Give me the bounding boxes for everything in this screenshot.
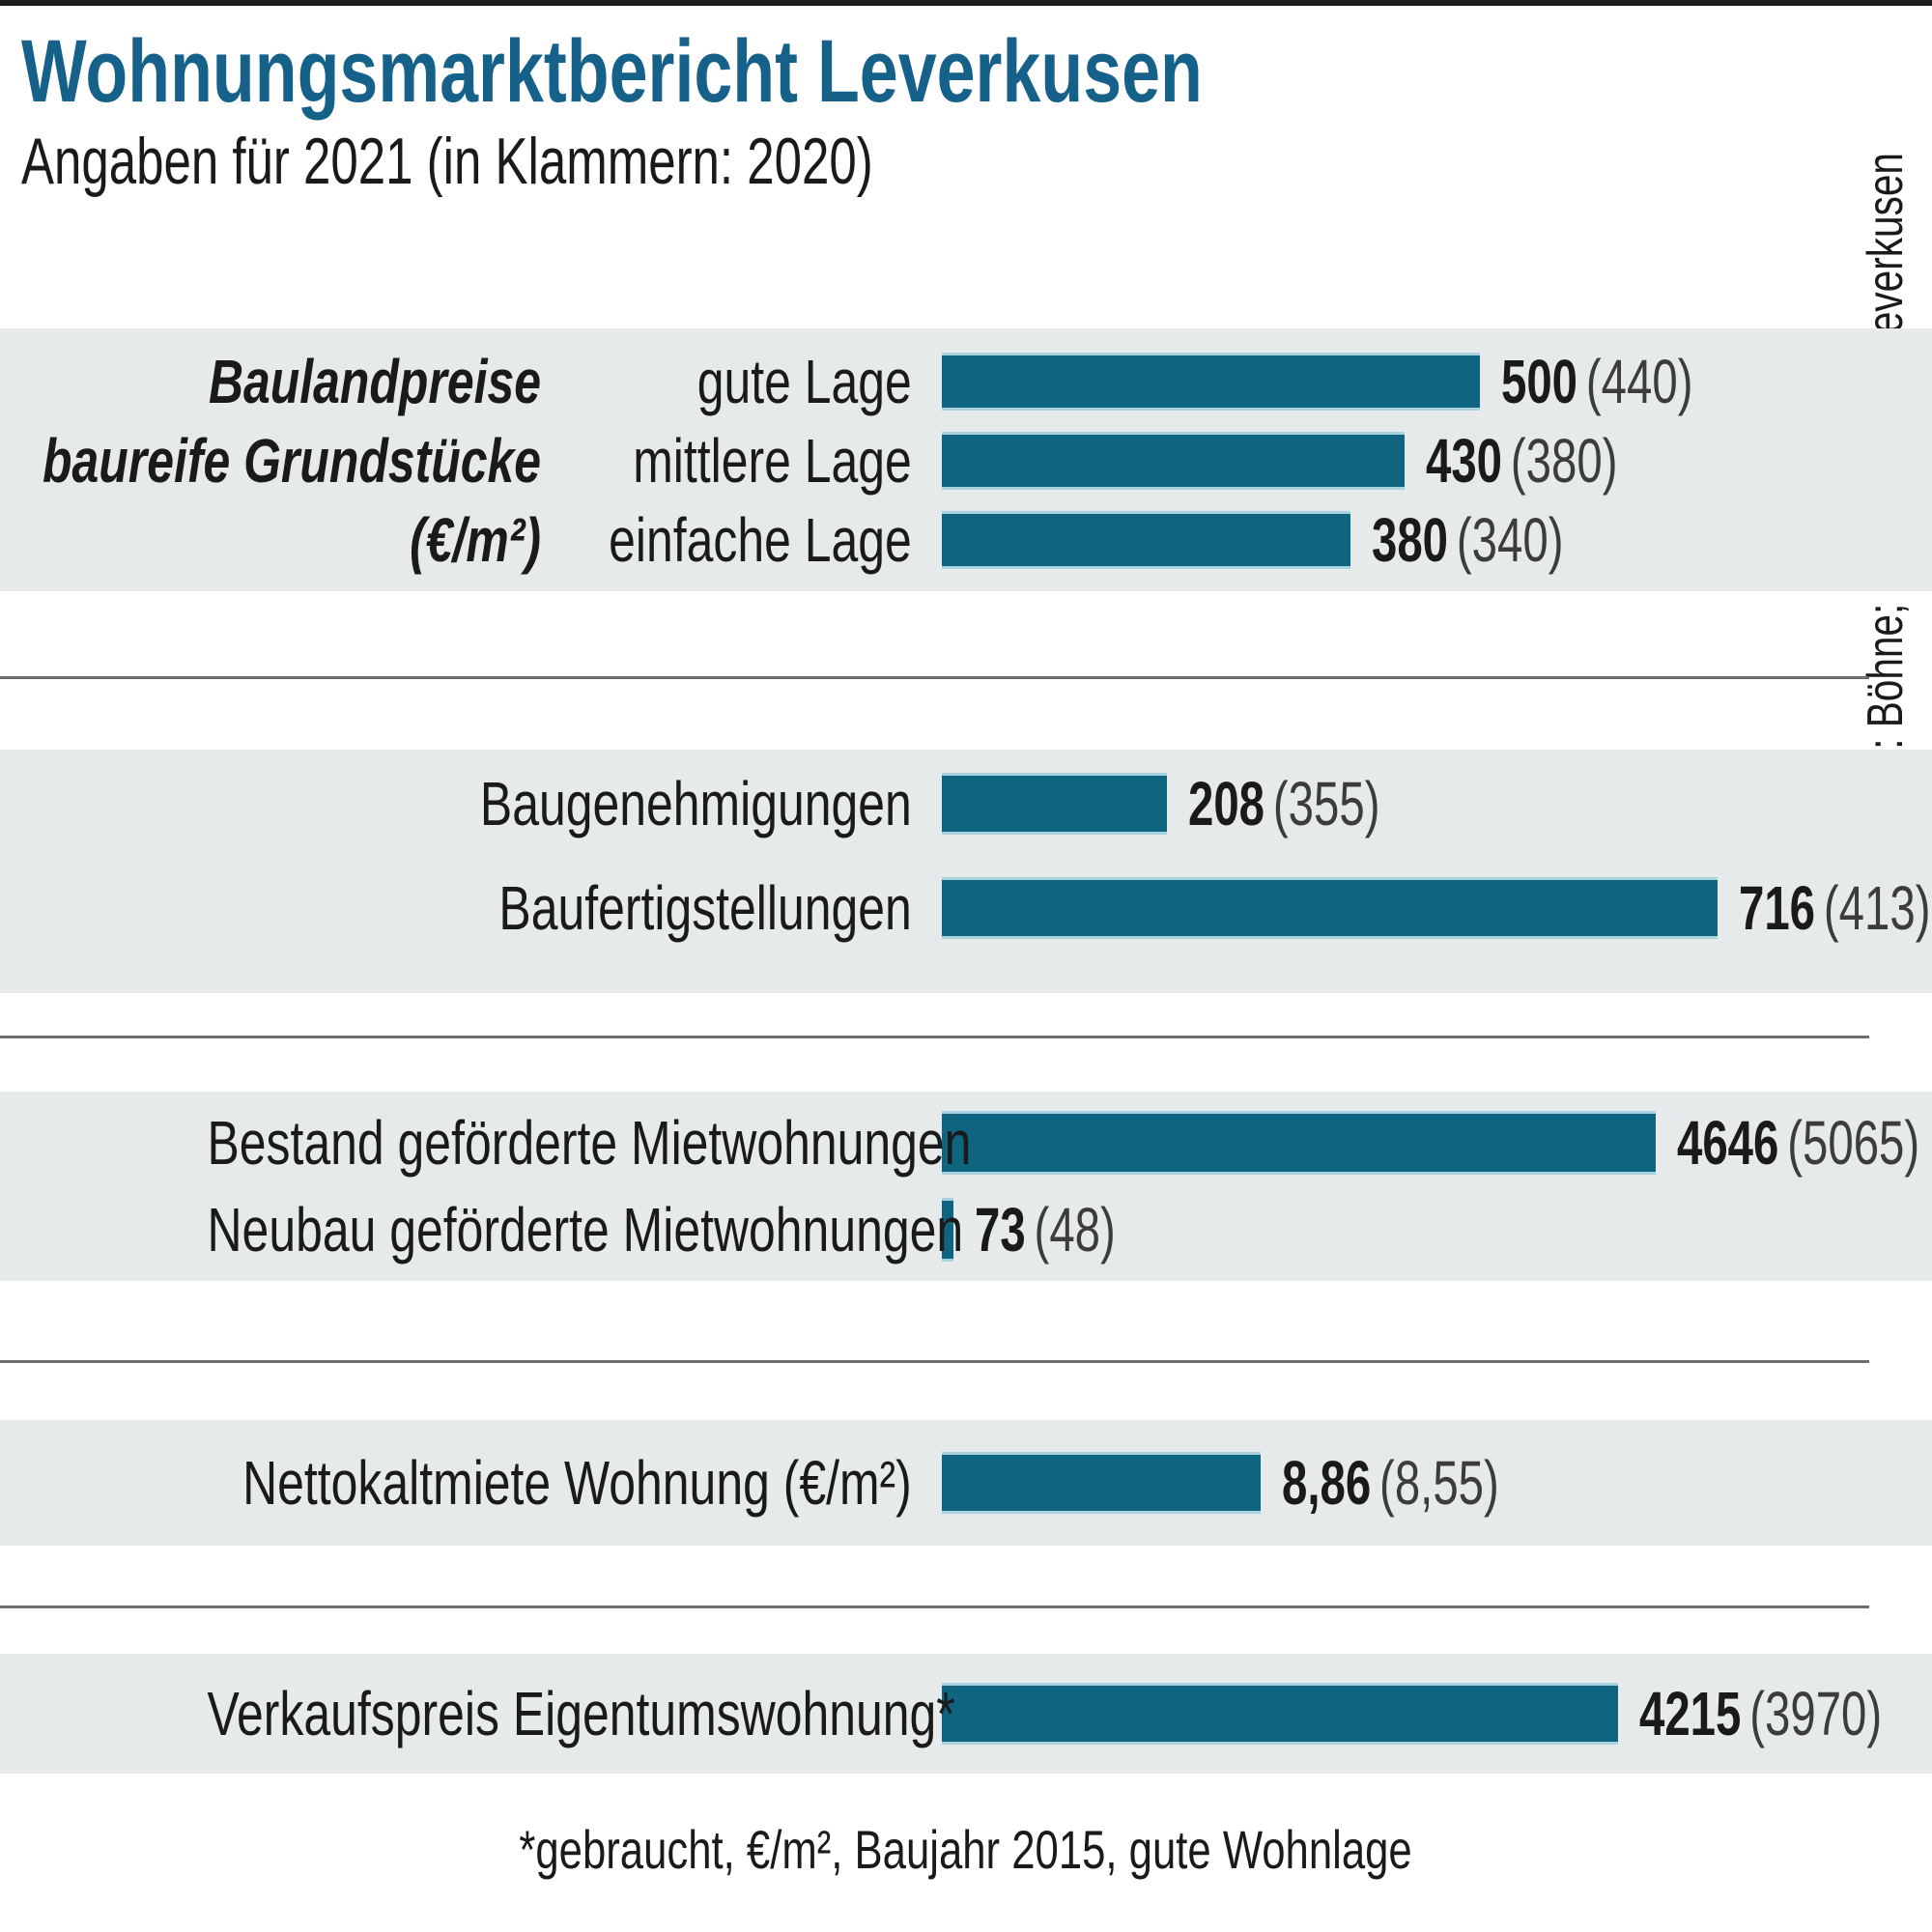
section-band-nettokaltmiete: Nettokaltmiete Wohnung (€/m²) 8,86 (8,55)	[0, 1420, 1932, 1546]
bar	[942, 511, 1350, 569]
value-previous: (3970)	[1749, 1679, 1883, 1748]
bar-row: Baufertigstellungen 716 (413)	[0, 873, 1932, 943]
bar-row: Nettokaltmiete Wohnung (€/m²) 8,86 (8,55)	[0, 1448, 1932, 1518]
section-band-mietwohnungen: Bestand geförderte Mietwohnungen 4646 (50…	[0, 1092, 1932, 1281]
value-current: 4215	[1639, 1679, 1742, 1748]
bar	[942, 1683, 1618, 1745]
value-previous: (5065)	[1787, 1108, 1920, 1178]
group-label-line: (€/m²)	[410, 505, 541, 575]
value-previous: (413)	[1823, 873, 1931, 943]
bar-row: mittlere Lage 430 (380)	[0, 426, 1932, 496]
bar	[942, 353, 1480, 411]
divider	[0, 1036, 1869, 1038]
divider	[0, 676, 1869, 679]
value-current: 716	[1739, 873, 1816, 943]
value-current: 73	[975, 1195, 1026, 1264]
group-label-line: baureife Grundstücke	[43, 426, 541, 496]
value-label: 4215 (3970)	[1639, 1678, 1882, 1749]
bar	[942, 1198, 953, 1262]
value-label: 4646 (5065)	[1677, 1107, 1919, 1179]
bar	[942, 1452, 1261, 1514]
value-label: 380 (340)	[1372, 504, 1563, 576]
bar-row: Neubau geförderte Mietwohnungen 73 (48)	[0, 1195, 1932, 1264]
value-label: 8,86 (8,55)	[1282, 1447, 1499, 1519]
value-previous: (355)	[1272, 769, 1380, 838]
bar-row: einfache Lage 380 (340)	[0, 505, 1932, 575]
bar	[942, 1111, 1656, 1175]
row-label: Bestand geförderte Mietwohnungen	[207, 1108, 972, 1178]
value-label: 73 (48)	[975, 1194, 1116, 1265]
value-label: 500 (440)	[1501, 346, 1692, 417]
bar-row: Baugenehmigungen 208 (355)	[0, 769, 1932, 838]
value-previous: (340)	[1456, 505, 1564, 575]
value-previous: (8,55)	[1379, 1448, 1499, 1518]
divider	[0, 1605, 1869, 1608]
value-current: 380	[1372, 505, 1449, 575]
footnote-text: *gebraucht, €/m², Baujahr 2015, gute Woh…	[519, 1818, 1413, 1880]
value-previous: (380)	[1510, 426, 1618, 496]
section-band-baugenehmigungen: Baugenehmigungen 208 (355) Baufertigstell…	[0, 750, 1932, 993]
footnote: *gebraucht, €/m², Baujahr 2015, gute Woh…	[0, 1818, 1932, 1880]
top-rule	[0, 0, 1932, 6]
value-current: 430	[1426, 426, 1503, 496]
value-label: 208 (355)	[1188, 768, 1379, 839]
bar	[942, 432, 1405, 490]
bar	[942, 773, 1167, 835]
bar	[942, 877, 1718, 939]
value-label: 716 (413)	[1739, 872, 1930, 944]
section-band-verkaufspreis: Verkaufspreis Eigentumswohnung* 4215 (397…	[0, 1654, 1932, 1774]
value-label: 430 (380)	[1426, 425, 1617, 497]
row-label: Nettokaltmiete Wohnung (€/m²)	[242, 1448, 912, 1518]
row-label: gute Lage	[696, 347, 912, 416]
value-current: 500	[1501, 347, 1578, 416]
row-label: einfache Lage	[609, 505, 912, 575]
value-current: 8,86	[1282, 1448, 1372, 1518]
value-current: 208	[1188, 769, 1265, 838]
divider	[0, 1360, 1869, 1363]
bar-row: Verkaufspreis Eigentumswohnung* 4215 (397…	[0, 1679, 1932, 1748]
row-label: Neubau geförderte Mietwohnungen	[207, 1195, 964, 1264]
value-previous: (48)	[1034, 1195, 1116, 1264]
row-label: Verkaufspreis Eigentumswohnung*	[207, 1679, 955, 1748]
row-label: mittlere Lage	[633, 426, 912, 496]
bar-row: Bestand geförderte Mietwohnungen 4646 (50…	[0, 1108, 1932, 1178]
row-label: Baugenehmigungen	[479, 769, 912, 838]
bar-row: gute Lage 500 (440)	[0, 347, 1932, 416]
section-band-baulandpreise: Baulandpreise baureife Grundstücke (€/m²…	[0, 328, 1932, 591]
group-label-line: Baulandpreise	[208, 347, 541, 416]
page-title: Wohnungsmarktbericht Leverkusen	[21, 22, 1203, 121]
value-current: 4646	[1677, 1108, 1779, 1178]
value-previous: (440)	[1585, 347, 1693, 416]
page-subtitle: Angaben für 2021 (in Klammern: 2020)	[21, 125, 873, 198]
row-label: Baufertigstellungen	[498, 873, 912, 943]
